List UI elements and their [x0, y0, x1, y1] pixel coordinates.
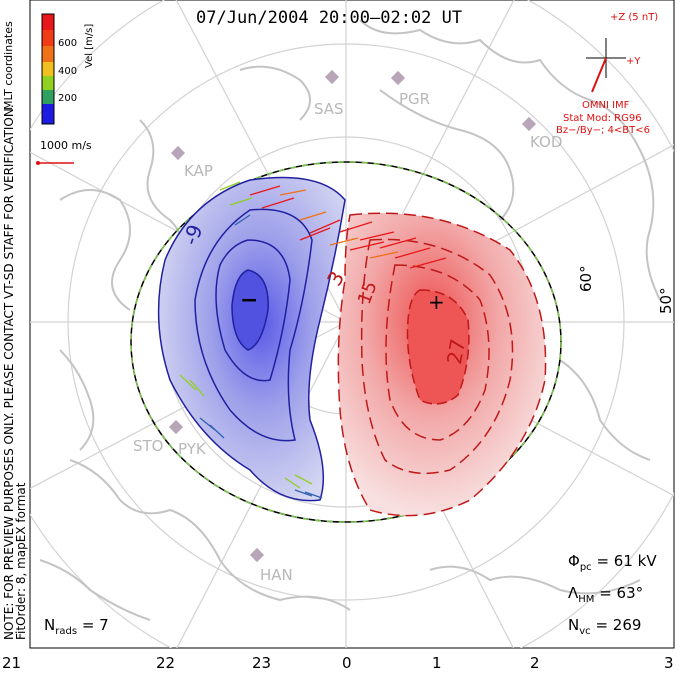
imf-stat-mod: Stat Mod: RG96 [563, 113, 642, 124]
coords-label: MLT coordinates [2, 21, 15, 110]
mlt-label-3: 3 [664, 654, 674, 672]
potential-min-marker: − [240, 288, 259, 313]
stat-lambda-hm-sub: HM [578, 594, 595, 605]
imf-z-label: +Z (5 nT) [610, 12, 659, 23]
imf-clock-dial [586, 38, 626, 93]
mlt-label-1: 1 [432, 654, 442, 672]
mlt-label-21: 21 [2, 654, 22, 672]
stat-n-vc-symbol: N [568, 616, 580, 634]
colorbar-tick-400: 400 [58, 66, 78, 77]
stat-n-rads-value: = 7 [81, 616, 109, 634]
velocity-colorbar [41, 13, 55, 125]
imf-condition: Bz−/By−; 4<BT<6 [556, 125, 651, 136]
fitorder-note: FitOrder: 8, mapEX format [14, 482, 28, 640]
mlt-label-2: 2 [530, 654, 540, 672]
colorbar-tick-600: 600 [58, 38, 78, 49]
colorbar-label: Vel [m/s] [84, 23, 95, 68]
scale-vector-label: 1000 m/s [40, 139, 92, 152]
stat-n-rads-sub: rads [55, 626, 78, 637]
mlt-label-23: 23 [252, 654, 272, 672]
stat-lambda-hm-symbol: Λ [568, 584, 579, 602]
stat-lambda-hm: ΛHM = 63° [568, 584, 644, 605]
station-label-sto: STO [133, 437, 164, 455]
velocity-vectors [179, 181, 447, 499]
stat-n-vc-sub: vc [579, 626, 591, 637]
mlt-label-0: 0 [342, 654, 352, 672]
hmb-boundary-dash [130, 161, 562, 523]
latitude-label-50: 50° [657, 287, 675, 314]
map-title: 07/Jun/2004 20:00–02:02 UT [196, 8, 463, 28]
scale-vector-origin [36, 161, 40, 165]
station-markers [168, 69, 537, 563]
colorbar-tick-200: 200 [58, 93, 78, 104]
stat-phi-pc-sub: pc [579, 562, 592, 573]
stat-lambda-hm-value: = 63° [599, 584, 644, 602]
positive-potential-cell [337, 212, 547, 517]
mlt-label-22: 22 [156, 654, 176, 672]
latitude-label-60: 60° [577, 265, 595, 292]
station-label-han: HAN [260, 566, 293, 584]
stat-phi-pc: Φpc = 61 kV [568, 552, 657, 573]
contour-label-27: 27 [442, 336, 471, 367]
imf-y-label: +Y [626, 56, 641, 67]
station-label-kod: KOD [530, 133, 563, 151]
stat-phi-pc-value: = 61 kV [596, 552, 657, 570]
stat-n-vc-value: = 269 [595, 616, 642, 634]
station-label-pgr: PGR [399, 90, 431, 108]
station-label-kap: KAP [184, 162, 213, 180]
potential-max-marker: + [428, 290, 445, 314]
stat-phi-pc-symbol: Φ [568, 552, 580, 570]
station-label-pyk: PYK [178, 440, 206, 458]
stat-n-rads-symbol: N [44, 616, 56, 634]
stat-n-rads: Nrads = 7 [44, 616, 109, 637]
stat-n-vc: Nvc = 269 [568, 616, 642, 637]
station-label-sas: SAS [314, 100, 344, 118]
imf-source: OMNI IMF [582, 100, 630, 111]
negative-potential-cell [157, 176, 346, 502]
